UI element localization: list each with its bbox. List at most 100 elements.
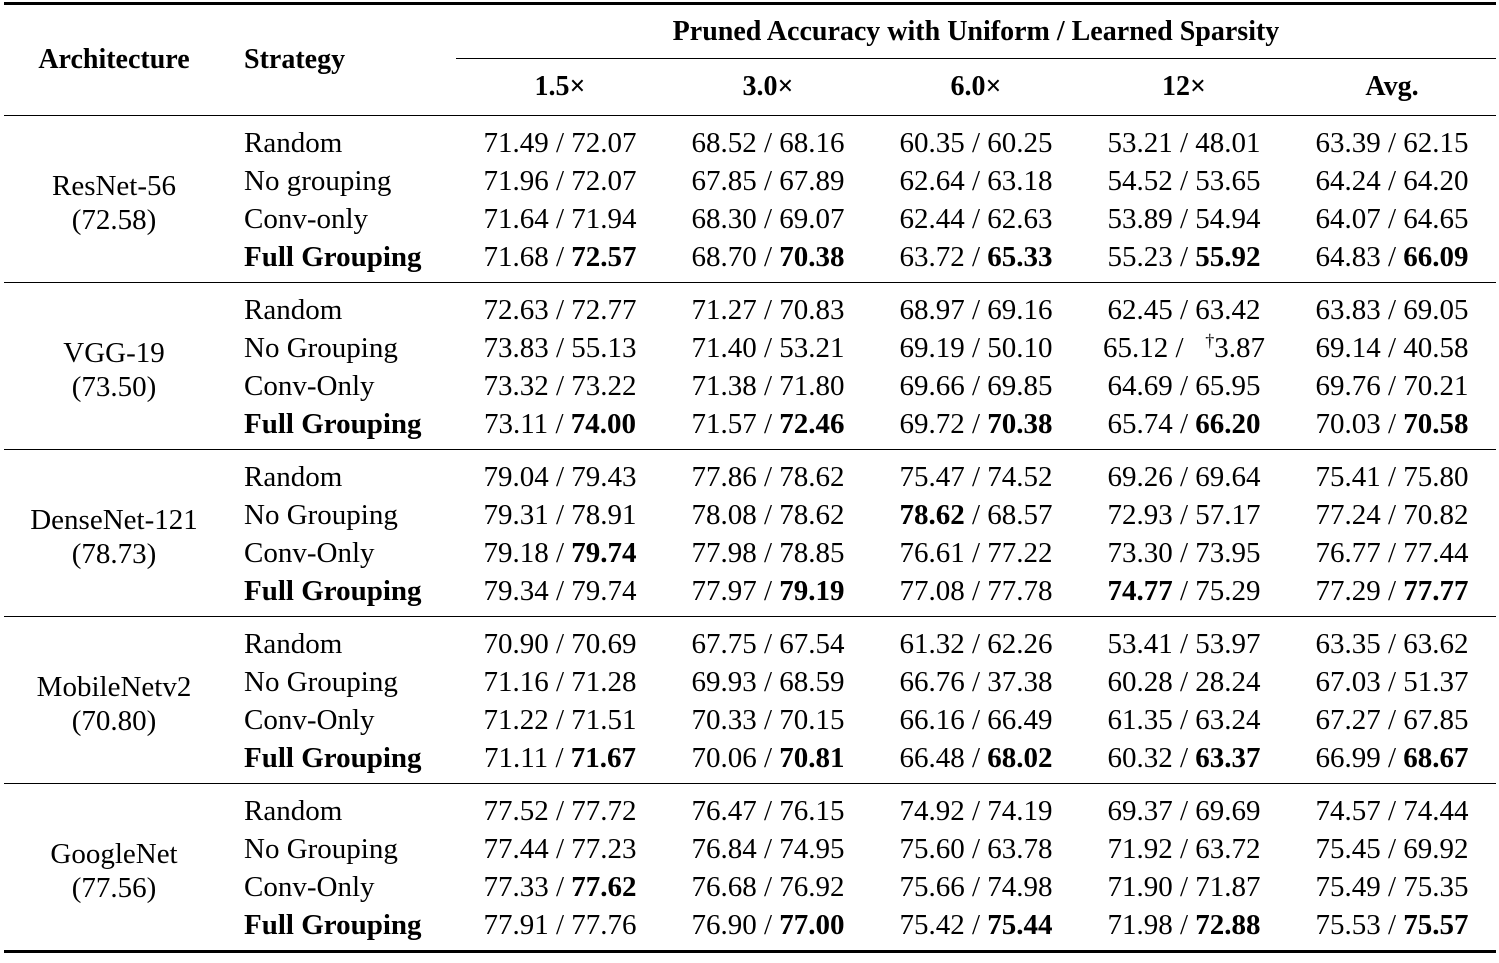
value-separator: / bbox=[964, 870, 988, 903]
uniform-value: 77.24 bbox=[1315, 498, 1381, 531]
learned-value: 73.95 bbox=[1195, 536, 1261, 569]
value-separator: / bbox=[1380, 665, 1404, 698]
learned-value: 79.19 bbox=[779, 574, 845, 607]
value-cell: 66.16 / 66.49 bbox=[872, 701, 1080, 739]
learned-value: 63.62 bbox=[1403, 627, 1469, 660]
value-separator: / bbox=[756, 498, 780, 531]
value-separator: / bbox=[548, 870, 572, 903]
strategy-cell: Full Grouping bbox=[244, 407, 422, 440]
value-cell: 70.03 / 70.58 bbox=[1288, 405, 1496, 450]
header-architecture: Architecture bbox=[38, 44, 190, 75]
learned-value: 75.80 bbox=[1403, 460, 1469, 493]
uniform-value: 63.39 bbox=[1315, 126, 1381, 159]
table-row: Conv-Only 71.22 / 71.51 70.33 / 70.15 66.16… bbox=[4, 701, 1496, 739]
uniform-value: 68.52 bbox=[691, 126, 757, 159]
learned-value: 69.07 bbox=[779, 202, 845, 235]
value-cell: 74.92 / 74.19 bbox=[872, 784, 1080, 831]
uniform-value: 76.47 bbox=[691, 794, 757, 827]
uniform-value: 68.30 bbox=[691, 202, 757, 235]
value-separator: / bbox=[1172, 870, 1196, 903]
value-separator: / bbox=[1380, 741, 1404, 774]
value-separator: / bbox=[548, 240, 572, 273]
strategy-cell: Random bbox=[244, 293, 343, 326]
value-separator: / bbox=[756, 202, 780, 235]
value-separator: / bbox=[1380, 293, 1404, 326]
value-separator: / bbox=[964, 164, 988, 197]
table-row: Full Grouping 73.11 / 74.00 71.57 / 72.46 6… bbox=[4, 405, 1496, 450]
learned-value: 65.95 bbox=[1195, 369, 1261, 402]
uniform-value: 79.31 bbox=[483, 498, 549, 531]
learned-value: 72.77 bbox=[571, 293, 637, 326]
value-separator: / bbox=[548, 202, 572, 235]
value-separator: / bbox=[1172, 240, 1196, 273]
table-row: Conv-Only 73.32 / 73.22 71.38 / 71.80 69.66… bbox=[4, 367, 1496, 405]
uniform-value: 75.53 bbox=[1315, 908, 1381, 941]
value-cell: 71.22 / 71.51 bbox=[456, 701, 664, 739]
value-cell: 69.14 / 40.58 bbox=[1288, 329, 1496, 367]
architecture-name: GoogleNet bbox=[50, 838, 178, 870]
uniform-value: 62.45 bbox=[1107, 293, 1173, 326]
uniform-value: 67.75 bbox=[691, 627, 757, 660]
learned-value: 62.63 bbox=[987, 202, 1053, 235]
strategy-cell: No Grouping bbox=[244, 498, 398, 531]
value-cell: 64.69 / 65.95 bbox=[1080, 367, 1288, 405]
learned-value: 76.15 bbox=[779, 794, 845, 827]
value-cell: 75.42 / 75.44 bbox=[872, 906, 1080, 952]
uniform-value: 53.21 bbox=[1107, 126, 1173, 159]
uniform-value: 63.72 bbox=[899, 240, 965, 273]
strategy-cell: Conv-Only bbox=[244, 870, 375, 903]
value-cell: 69.26 / 69.64 bbox=[1080, 450, 1288, 497]
value-separator: / bbox=[548, 574, 572, 607]
uniform-value: 77.91 bbox=[483, 908, 549, 941]
value-separator: / bbox=[1168, 331, 1191, 364]
value-cell: 53.21 / 48.01 bbox=[1080, 116, 1288, 163]
uniform-value: 69.93 bbox=[691, 665, 757, 698]
header-column-1: 3.0× bbox=[742, 71, 794, 102]
value-separator: / bbox=[548, 536, 572, 569]
learned-value: 66.49 bbox=[987, 703, 1053, 736]
learned-value: 55.92 bbox=[1195, 240, 1261, 273]
uniform-value: 71.22 bbox=[483, 703, 549, 736]
table-row: No Grouping 79.31 / 78.91 78.08 / 78.62 78.… bbox=[4, 496, 1496, 534]
value-separator: / bbox=[1380, 498, 1404, 531]
value-separator: / bbox=[1172, 627, 1196, 660]
uniform-value: 75.66 bbox=[899, 870, 965, 903]
learned-value: 70.38 bbox=[987, 407, 1053, 440]
value-separator: / bbox=[1380, 460, 1404, 493]
value-separator: / bbox=[964, 460, 988, 493]
value-separator: / bbox=[964, 536, 988, 569]
learned-value: 68.02 bbox=[987, 741, 1053, 774]
header-column-0: 1.5× bbox=[534, 71, 586, 102]
learned-value: 68.57 bbox=[987, 498, 1053, 531]
strategy-cell: Full Grouping bbox=[244, 741, 422, 774]
value-separator: / bbox=[548, 794, 572, 827]
value-cell: 53.41 / 53.97 bbox=[1080, 617, 1288, 664]
uniform-value: 70.03 bbox=[1315, 407, 1381, 440]
value-cell: 71.92 / 63.72 bbox=[1080, 830, 1288, 868]
learned-value: 70.81 bbox=[779, 741, 845, 774]
learned-value: 60.25 bbox=[987, 126, 1053, 159]
learned-value: 71.94 bbox=[571, 202, 637, 235]
learned-value: 68.67 bbox=[1403, 741, 1469, 774]
table-row: DenseNet-121 (78.73) Random 79.04 / 79.43 77… bbox=[4, 449, 1496, 570]
learned-value: 77.00 bbox=[779, 908, 845, 941]
value-separator: / bbox=[1380, 202, 1404, 235]
value-separator: / bbox=[548, 164, 572, 197]
table-row: MobileNetv2 (70.80) Random 70.90 / 70.69 67.… bbox=[4, 616, 1496, 737]
table-row: GoogleNet (77.56) Random 77.52 / 77.72 76.47… bbox=[4, 783, 1496, 904]
architecture-name: MobileNetv2 bbox=[36, 671, 192, 703]
learned-value: 74.19 bbox=[987, 794, 1053, 827]
architecture-name: DenseNet-121 bbox=[30, 504, 198, 536]
table-row: VGG-19 (73.50) Random 72.63 / 72.77 71.27 / … bbox=[4, 282, 1496, 403]
architecture-name: ResNet-56 bbox=[51, 170, 177, 202]
value-cell: 63.83 / 69.05 bbox=[1288, 283, 1496, 330]
learned-value: 76.92 bbox=[779, 870, 845, 903]
value-separator: / bbox=[548, 407, 571, 440]
value-separator: / bbox=[1380, 574, 1404, 607]
uniform-value: 69.37 bbox=[1107, 794, 1173, 827]
learned-value: 78.62 bbox=[779, 498, 845, 531]
learned-value: 71.80 bbox=[779, 369, 845, 402]
value-cell: 73.11 / 74.00 bbox=[456, 405, 664, 450]
learned-value: 28.24 bbox=[1195, 665, 1261, 698]
learned-value: 77.62 bbox=[571, 870, 637, 903]
